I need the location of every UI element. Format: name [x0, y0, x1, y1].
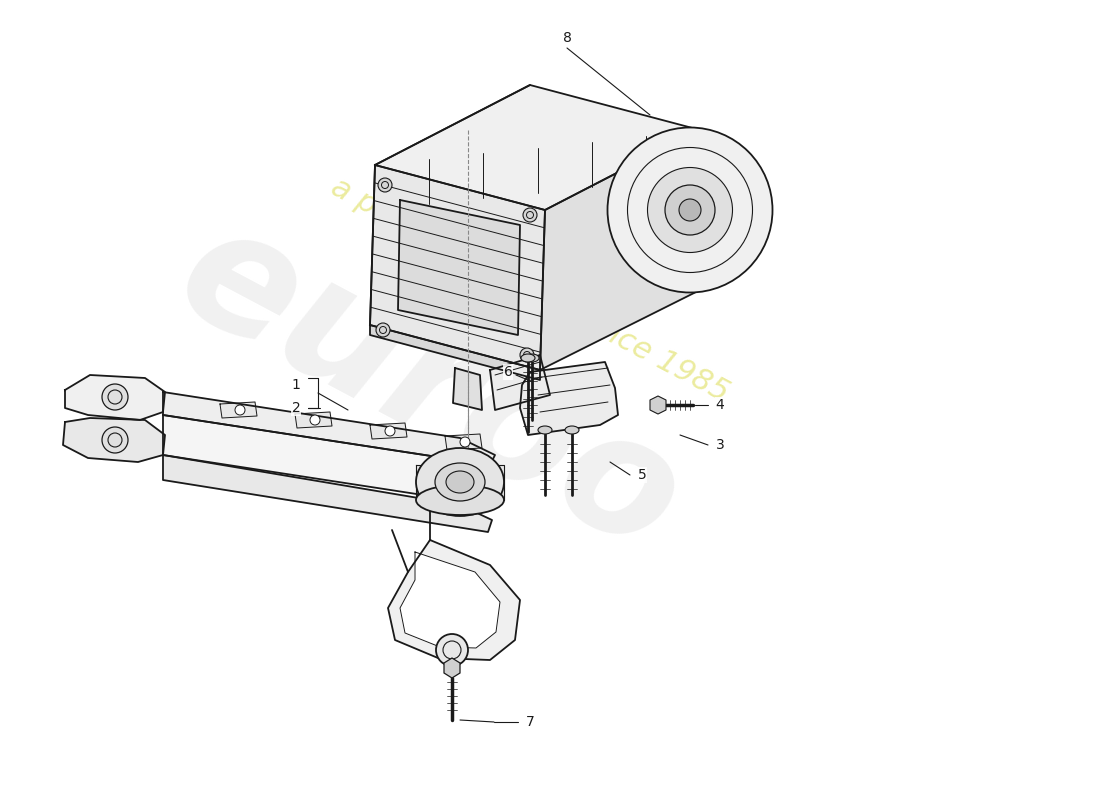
Ellipse shape	[446, 471, 474, 493]
Text: 3: 3	[716, 438, 725, 452]
Text: 7: 7	[526, 715, 535, 729]
Ellipse shape	[607, 127, 772, 293]
Polygon shape	[163, 392, 495, 465]
Polygon shape	[416, 465, 504, 500]
Circle shape	[102, 384, 128, 410]
Circle shape	[522, 208, 537, 222]
Text: 4: 4	[716, 398, 725, 412]
Text: euroo: euroo	[152, 190, 708, 590]
Circle shape	[376, 323, 390, 337]
Ellipse shape	[416, 448, 504, 516]
Ellipse shape	[416, 485, 504, 515]
Polygon shape	[370, 325, 540, 380]
Text: 8: 8	[562, 31, 571, 45]
Text: 1: 1	[292, 378, 300, 392]
Ellipse shape	[434, 463, 485, 501]
Polygon shape	[388, 540, 520, 660]
Polygon shape	[398, 200, 520, 335]
Polygon shape	[370, 165, 544, 370]
Circle shape	[520, 348, 534, 362]
Polygon shape	[490, 355, 550, 410]
Polygon shape	[635, 155, 700, 270]
Text: 6: 6	[504, 365, 513, 379]
Polygon shape	[520, 362, 618, 435]
Polygon shape	[63, 418, 165, 462]
Polygon shape	[295, 412, 332, 428]
Ellipse shape	[525, 354, 539, 362]
Polygon shape	[220, 402, 257, 418]
Polygon shape	[65, 375, 165, 420]
Circle shape	[310, 415, 320, 425]
Circle shape	[378, 178, 392, 192]
Ellipse shape	[565, 426, 579, 434]
Polygon shape	[540, 130, 700, 370]
Text: 2: 2	[292, 401, 300, 415]
Polygon shape	[650, 396, 666, 414]
Circle shape	[235, 405, 245, 415]
Circle shape	[460, 437, 470, 447]
Text: 5: 5	[638, 468, 647, 482]
Polygon shape	[163, 415, 490, 505]
Polygon shape	[446, 434, 482, 450]
Ellipse shape	[666, 185, 715, 235]
Polygon shape	[375, 85, 700, 210]
Polygon shape	[453, 368, 482, 410]
Ellipse shape	[538, 426, 552, 434]
Polygon shape	[444, 658, 460, 678]
Text: a passion for cars since 1985: a passion for cars since 1985	[326, 173, 734, 407]
Circle shape	[436, 634, 468, 666]
Polygon shape	[400, 552, 500, 648]
Ellipse shape	[679, 199, 701, 221]
Ellipse shape	[521, 354, 535, 362]
Polygon shape	[163, 455, 492, 532]
Ellipse shape	[648, 167, 733, 253]
Polygon shape	[370, 423, 407, 439]
Circle shape	[385, 426, 395, 436]
Circle shape	[102, 427, 128, 453]
